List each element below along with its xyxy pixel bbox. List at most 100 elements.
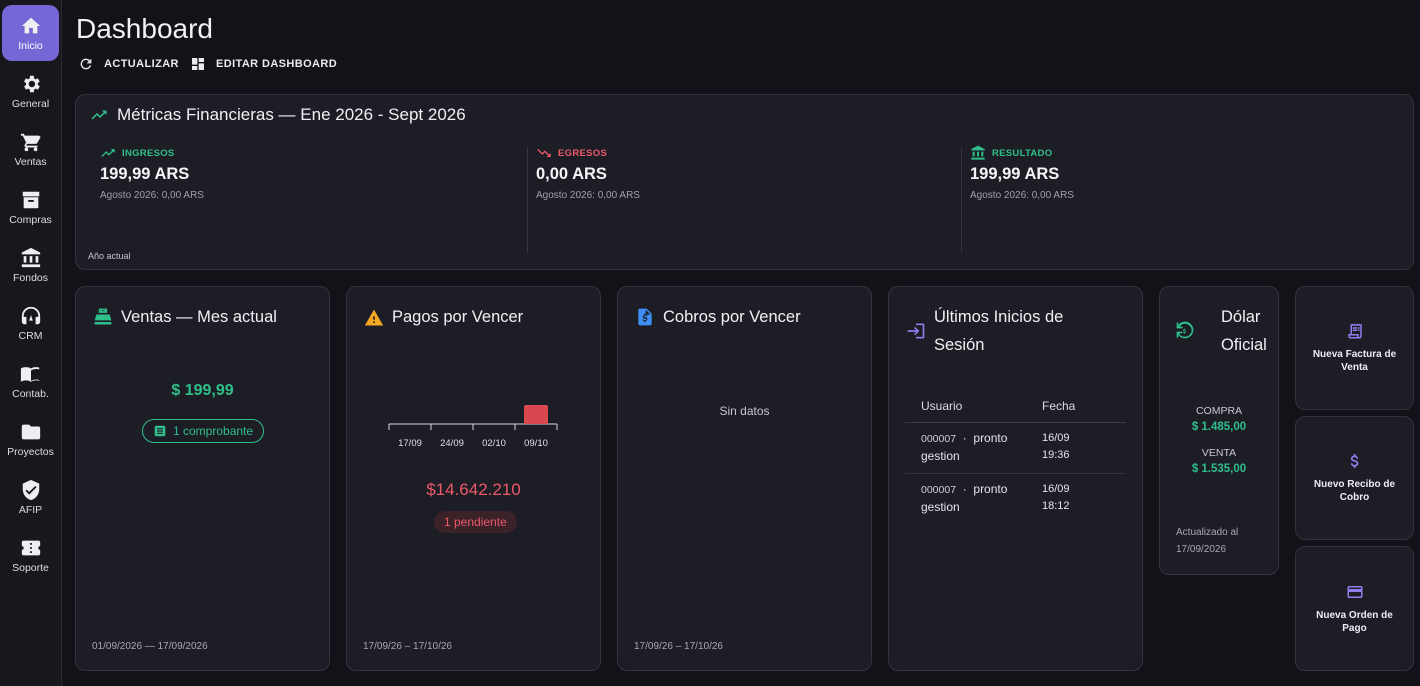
table-row: 000007 · pronto gestion 16/09 18:12 bbox=[905, 474, 1126, 524]
nueva-factura-button[interactable]: Nueva Factura de Venta bbox=[1295, 286, 1414, 410]
dashboard-grid-icon bbox=[192, 58, 204, 70]
sidebar-item-afip[interactable]: AFIP bbox=[2, 469, 59, 525]
chart-tick-label: 17/09 bbox=[398, 438, 422, 449]
metric-head: EGRESOS bbox=[536, 145, 640, 161]
cobros-footer: 17/09/26 – 17/10/26 bbox=[634, 641, 723, 652]
sidebar-item-contab[interactable]: Contab. bbox=[2, 353, 59, 409]
dolar-title: Dólar Oficial bbox=[1221, 303, 1267, 359]
chart-bar[interactable] bbox=[524, 405, 548, 424]
ticket-icon bbox=[21, 540, 40, 555]
trending-up-icon bbox=[101, 149, 115, 157]
sesiones-card: Últimos Inicios de Sesión Usuario Fecha … bbox=[888, 286, 1143, 671]
gear-icon bbox=[23, 75, 40, 92]
page-title: Dashboard bbox=[76, 13, 213, 44]
currency-exchange-icon bbox=[1176, 321, 1194, 339]
chart-tick-label: 09/10 bbox=[524, 438, 548, 449]
metric-label: INGRESOS bbox=[122, 147, 175, 159]
edit-dashboard-button[interactable]: EDITAR DASHBOARD bbox=[190, 54, 337, 74]
cobros-card: Cobros por Vencer Sin datos 17/09/26 – 1… bbox=[617, 286, 872, 671]
credit-card-icon bbox=[1347, 585, 1362, 598]
sidebar-item-inicio[interactable]: Inicio bbox=[2, 5, 59, 61]
dolar-title-line1: Dólar bbox=[1221, 308, 1261, 326]
metric-value: 0,00 ARS bbox=[536, 165, 607, 183]
comprobantes-chip[interactable]: 1 comprobante bbox=[142, 419, 265, 443]
folder-icon bbox=[21, 424, 40, 439]
warning-icon bbox=[364, 309, 384, 326]
cobros-empty: Sin datos bbox=[719, 404, 770, 418]
cell-date: 16/09 18:12 bbox=[1042, 483, 1070, 512]
action-label: Nueva Factura de Venta bbox=[1312, 349, 1397, 373]
sidebar-item-compras[interactable]: Compras bbox=[2, 179, 59, 235]
sidebar-item-soporte[interactable]: Soporte bbox=[2, 527, 59, 583]
ventas-card: Ventas — Mes actual $ 199,99 1 comproban… bbox=[75, 286, 330, 671]
nueva-orden-button[interactable]: Nueva Orden de Pago bbox=[1295, 546, 1414, 671]
login-icon bbox=[907, 323, 925, 339]
metric-sub: Agosto 2026: 0,00 ARS bbox=[536, 190, 640, 201]
sidebar-item-label: Ventas bbox=[14, 155, 47, 168]
dolar-title-line2: Oficial bbox=[1221, 336, 1267, 354]
bank-icon bbox=[971, 145, 985, 160]
chart-tick-label: 02/10 bbox=[482, 438, 506, 449]
refresh-icon bbox=[80, 58, 92, 70]
refresh-label: ACTUALIZAR bbox=[104, 58, 179, 70]
metric-resultado: RESULTADO 199,99 ARS Agosto 2026: 0,00 A… bbox=[970, 145, 1074, 201]
metric-ingresos: INGRESOS 199,99 ARS Agosto 2026: 0,00 AR… bbox=[100, 145, 204, 202]
metric-egresos: EGRESOS 0,00 ARS Agosto 2026: 0,00 ARS bbox=[536, 145, 640, 202]
cell-user: 000007 · pronto gestion bbox=[921, 431, 1008, 463]
venta-value: $ 1.535,00 bbox=[1191, 463, 1247, 475]
ventas-amount: $ 199,99 bbox=[171, 382, 234, 399]
sidebar-item-label: CRM bbox=[18, 329, 43, 342]
col-usuario: Usuario bbox=[921, 399, 963, 413]
chip-label: 1 pendiente bbox=[444, 515, 507, 529]
refresh-button[interactable]: ACTUALIZAR bbox=[78, 54, 179, 74]
sesiones-title-line2: Sesión bbox=[934, 336, 985, 354]
metric-label: RESULTADO bbox=[992, 147, 1053, 159]
edit-dashboard-label: EDITAR DASHBOARD bbox=[216, 58, 338, 70]
sidebar-item-label: Proyectos bbox=[7, 445, 54, 458]
metric-sub: Agosto 2026: 0,00 ARS bbox=[100, 190, 204, 201]
ventas-footer: 01/09/2026 — 17/09/2026 bbox=[92, 641, 208, 652]
chart-tick-label: 24/09 bbox=[440, 438, 464, 449]
sidebar-item-fondos[interactable]: Fondos bbox=[2, 237, 59, 293]
sidebar-item-proyectos[interactable]: Proyectos bbox=[2, 411, 59, 467]
sessions-table: Usuario Fecha 000007 · pronto gestion 16… bbox=[905, 391, 1126, 524]
pendientes-chip[interactable]: 1 pendiente bbox=[434, 511, 517, 533]
sesiones-title: Últimos Inicios de Sesión bbox=[934, 303, 1063, 359]
sesiones-title-line1: Últimos Inicios de bbox=[934, 308, 1064, 326]
ventas-title: Ventas — Mes actual bbox=[121, 308, 277, 326]
trending-up-icon bbox=[91, 110, 107, 120]
sidebar: Inicio General Ventas Compras Fondos CRM… bbox=[0, 0, 62, 686]
sidebar-item-label: Fondos bbox=[12, 271, 49, 284]
pagos-title: Pagos por Vencer bbox=[392, 308, 524, 326]
action-label: Nueva Orden de Pago bbox=[1316, 609, 1393, 634]
bank-icon bbox=[21, 247, 40, 267]
pagos-chart: 17/09 24/09 02/10 09/10 bbox=[388, 405, 558, 449]
sidebar-item-label: Compras bbox=[9, 213, 52, 226]
metric-head: RESULTADO bbox=[970, 145, 1074, 161]
sidebar-item-label: Soporte bbox=[12, 561, 49, 574]
metric-divider bbox=[527, 147, 528, 253]
sidebar-item-label: Inicio bbox=[18, 39, 43, 52]
sidebar-item-crm[interactable]: CRM bbox=[2, 295, 59, 351]
cobros-title: Cobros por Vencer bbox=[663, 308, 801, 326]
headset-icon bbox=[21, 306, 40, 324]
book-icon bbox=[20, 366, 39, 382]
chip-label: 1 comprobante bbox=[173, 424, 254, 438]
sidebar-item-general[interactable]: General bbox=[2, 63, 59, 119]
invoice-icon bbox=[1347, 323, 1362, 339]
nuevo-recibo-button[interactable]: Nuevo Recibo de Cobro bbox=[1295, 416, 1414, 540]
archive-box-icon bbox=[22, 191, 39, 208]
dolar-card: Dólar Oficial COMPRA $ 1.485,00 VENTA $ … bbox=[1159, 286, 1279, 575]
cart-icon bbox=[20, 133, 41, 151]
pagos-footer: 17/09/26 – 17/10/26 bbox=[363, 641, 452, 652]
sidebar-item-label: Contab. bbox=[12, 387, 49, 400]
col-fecha: Fecha bbox=[1042, 399, 1076, 413]
compra-value: $ 1.485,00 bbox=[1191, 421, 1247, 433]
sidebar-item-ventas[interactable]: Ventas bbox=[2, 121, 59, 177]
venta-label: VENTA bbox=[1201, 447, 1237, 459]
trending-down-icon bbox=[537, 149, 551, 157]
metric-label: EGRESOS bbox=[558, 147, 608, 159]
document-dollar-icon bbox=[638, 308, 652, 326]
metric-head: INGRESOS bbox=[100, 145, 204, 161]
cell-user: 000007 · pronto gestion bbox=[921, 482, 1008, 514]
